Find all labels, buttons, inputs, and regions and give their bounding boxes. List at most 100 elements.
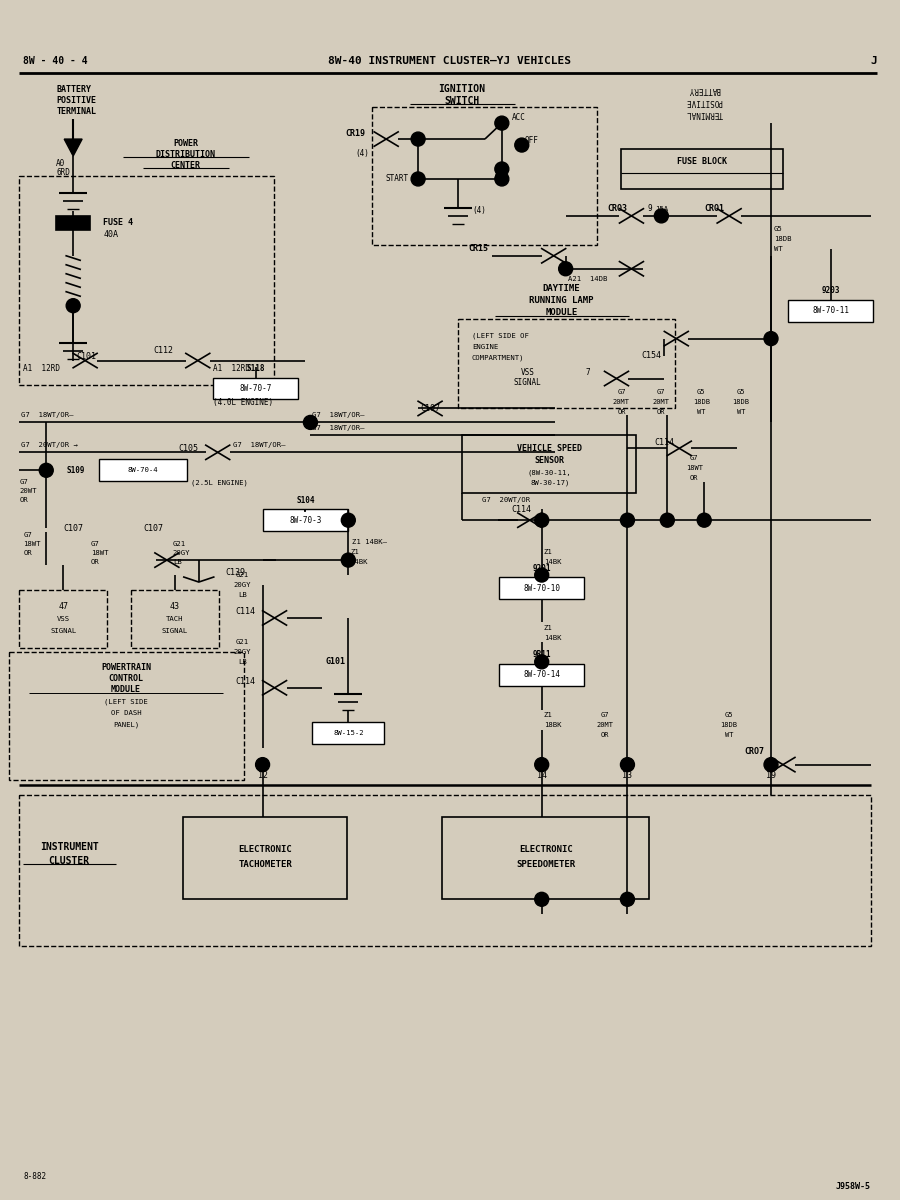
Text: A0: A0: [56, 158, 66, 168]
Text: G7  20WT/OR: G7 20WT/OR: [482, 497, 530, 503]
Text: PANEL): PANEL): [112, 721, 140, 728]
Text: Z1: Z1: [544, 625, 553, 631]
Text: 7: 7: [585, 368, 590, 377]
Text: WT: WT: [724, 732, 733, 738]
Text: 9203: 9203: [822, 287, 840, 295]
Text: POWERTRAIN: POWERTRAIN: [101, 664, 151, 672]
Text: OR: OR: [91, 559, 100, 565]
Text: POWER: POWER: [174, 138, 198, 148]
Text: A21  14DB: A21 14DB: [568, 276, 607, 282]
Text: Z1 14BK—: Z1 14BK—: [352, 539, 387, 545]
Text: 8W-70-4: 8W-70-4: [128, 467, 158, 473]
Text: 8W-70-14: 8W-70-14: [523, 671, 560, 679]
Circle shape: [764, 331, 778, 346]
Text: G7: G7: [600, 712, 608, 718]
Text: 8W - 40 - 4: 8W - 40 - 4: [23, 56, 88, 66]
Bar: [788, 300, 873, 322]
Text: Z1: Z1: [544, 712, 553, 718]
Bar: [19, 590, 107, 648]
Bar: [183, 817, 347, 899]
Text: C114: C114: [236, 677, 256, 686]
Text: POSITIVE: POSITIVE: [56, 96, 96, 104]
Text: 12: 12: [257, 772, 267, 780]
Polygon shape: [64, 139, 82, 156]
Text: CRO1: CRO1: [704, 204, 725, 214]
Text: CONTROL: CONTROL: [109, 674, 143, 683]
Text: CENTER: CENTER: [171, 161, 201, 169]
Text: 8W-70-10: 8W-70-10: [523, 583, 560, 593]
Circle shape: [535, 757, 549, 772]
Text: CR15: CR15: [468, 245, 488, 253]
Text: 8W-15-2: 8W-15-2: [333, 730, 364, 736]
Circle shape: [256, 757, 270, 772]
Text: SENSOR: SENSOR: [535, 456, 564, 464]
Text: A1  12RD: A1 12RD: [212, 364, 249, 373]
Text: 20GY: 20GY: [234, 649, 251, 655]
Text: S109: S109: [67, 466, 85, 475]
Circle shape: [303, 415, 318, 430]
Text: START: START: [385, 174, 409, 184]
Text: 8W-70-7: 8W-70-7: [239, 384, 272, 392]
Circle shape: [764, 757, 778, 772]
Circle shape: [654, 209, 669, 223]
Text: C105: C105: [179, 444, 199, 452]
Text: LB: LB: [173, 559, 182, 565]
Circle shape: [661, 514, 674, 527]
Text: WT: WT: [774, 246, 783, 252]
Circle shape: [411, 172, 425, 186]
Circle shape: [535, 893, 549, 906]
Text: G5: G5: [737, 390, 745, 396]
Circle shape: [495, 172, 508, 186]
Text: G7  18WT/OR—: G7 18WT/OR—: [22, 413, 74, 419]
Text: 18BK: 18BK: [544, 721, 562, 727]
Bar: [312, 721, 384, 744]
Bar: [19, 176, 274, 385]
Text: SIGNAL: SIGNAL: [162, 628, 188, 634]
Text: C114: C114: [654, 438, 674, 446]
Text: C107: C107: [143, 523, 163, 533]
Text: ACC: ACC: [512, 113, 526, 121]
Text: 18DB: 18DB: [693, 400, 710, 406]
Text: ENGINE: ENGINE: [472, 343, 499, 349]
Text: LB: LB: [238, 659, 247, 665]
Text: CRO7: CRO7: [744, 748, 764, 756]
Text: 9201: 9201: [533, 564, 551, 572]
Circle shape: [620, 893, 634, 906]
Text: 18DB: 18DB: [721, 721, 738, 727]
Text: 15A: 15A: [655, 206, 668, 212]
Text: (4.0L ENGINE): (4.0L ENGINE): [212, 398, 273, 407]
Circle shape: [620, 514, 634, 527]
Text: OFF: OFF: [525, 136, 538, 144]
Text: G7: G7: [19, 479, 28, 485]
Text: RUNNING LAMP: RUNNING LAMP: [529, 296, 594, 305]
Circle shape: [495, 162, 508, 176]
Text: 8W-70-3: 8W-70-3: [289, 516, 321, 524]
Text: BATTERY: BATTERY: [688, 85, 720, 94]
Text: G7: G7: [23, 532, 32, 538]
Bar: [131, 590, 219, 648]
Text: OR: OR: [23, 550, 32, 556]
Text: G7  20WT/OR →: G7 20WT/OR →: [22, 443, 78, 449]
Text: LB: LB: [238, 592, 247, 598]
Text: 14: 14: [536, 772, 546, 780]
Text: 19: 19: [766, 772, 776, 780]
Text: RUN: RUN: [495, 174, 508, 184]
Text: TERMINAL: TERMINAL: [686, 109, 723, 118]
Text: 9R11: 9R11: [533, 650, 551, 659]
Text: C101: C101: [76, 352, 96, 361]
Bar: [263, 509, 347, 532]
Text: Z1: Z1: [544, 550, 553, 556]
Text: G21: G21: [236, 638, 249, 644]
Text: 8W-40 INSTRUMENT CLUSTER—YJ VEHICLES: 8W-40 INSTRUMENT CLUSTER—YJ VEHICLES: [328, 56, 572, 66]
Text: SPEEDOMETER: SPEEDOMETER: [516, 860, 575, 869]
Text: 20GY: 20GY: [234, 582, 251, 588]
Text: S104: S104: [296, 496, 315, 505]
Text: OF DASH: OF DASH: [111, 709, 141, 715]
Text: FUSE BLOCK: FUSE BLOCK: [677, 156, 727, 166]
Text: 18WT: 18WT: [91, 550, 109, 556]
Text: COMPARTMENT): COMPARTMENT): [472, 354, 525, 361]
Circle shape: [535, 568, 549, 582]
Text: 8W-70-11: 8W-70-11: [813, 306, 850, 316]
Text: WT: WT: [697, 409, 706, 415]
Text: C139: C139: [226, 568, 246, 576]
